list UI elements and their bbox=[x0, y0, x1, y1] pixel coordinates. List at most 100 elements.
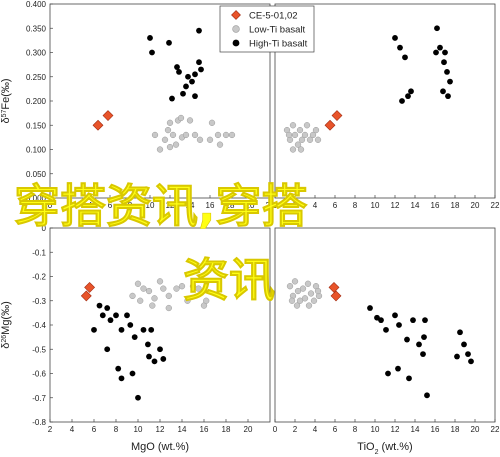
x-tick-label: 16 bbox=[200, 425, 209, 434]
data-point bbox=[305, 302, 313, 309]
y-tick-label: 0.300 bbox=[26, 49, 47, 58]
data-point bbox=[198, 66, 204, 73]
x-tick-label: 0 bbox=[273, 425, 278, 434]
x-tick-label: 20 bbox=[244, 425, 253, 434]
x-tick-label: 4 bbox=[70, 425, 75, 434]
data-point bbox=[434, 25, 440, 32]
data-point bbox=[301, 131, 309, 139]
data-point bbox=[406, 375, 412, 382]
data-point bbox=[166, 39, 172, 46]
legend-label-high-ti: High-Ti basalt bbox=[249, 39, 308, 50]
data-point bbox=[96, 302, 103, 309]
x-tick-label: 18 bbox=[222, 425, 231, 434]
data-point bbox=[165, 304, 172, 312]
x-tick-label: 0 bbox=[48, 201, 53, 210]
data-point bbox=[176, 69, 182, 75]
x-tick-label: 22 bbox=[266, 201, 275, 210]
y-tick-label: -0.8 bbox=[32, 418, 46, 427]
data-point bbox=[454, 353, 460, 360]
data-point bbox=[140, 285, 147, 292]
data-point bbox=[444, 69, 450, 75]
data-point bbox=[399, 98, 405, 104]
x-tick-label: 6 bbox=[92, 425, 97, 434]
data-point bbox=[402, 54, 408, 61]
data-point bbox=[151, 295, 158, 302]
x-tick-label: 2 bbox=[293, 425, 298, 434]
data-point bbox=[118, 375, 125, 382]
y-tick-label: 0.150 bbox=[26, 121, 47, 130]
data-point-diamond bbox=[330, 290, 342, 302]
x-tick-label: 20 bbox=[471, 425, 480, 434]
data-point bbox=[421, 334, 427, 341]
data-point bbox=[192, 93, 198, 100]
data-point bbox=[445, 93, 451, 100]
y-axis-label-1-part-2: Fe(‰) bbox=[0, 78, 12, 109]
data-point bbox=[151, 131, 159, 139]
data-point bbox=[160, 356, 167, 362]
x-tick-label: 12 bbox=[156, 425, 165, 434]
data-point bbox=[180, 90, 186, 97]
x-tick-label: 16 bbox=[431, 425, 440, 434]
x-tick-label: 4 bbox=[88, 201, 93, 210]
x-tick-label: 8 bbox=[128, 201, 133, 210]
watermark-overlay: 穿搭资讯,穿搭 资讯 bbox=[14, 179, 308, 308]
y-axis-label-1-part-0: δ bbox=[0, 117, 12, 123]
y-tick-label: -0.1 bbox=[32, 248, 46, 257]
x-tick-label: 20 bbox=[246, 201, 255, 210]
x-tick-label: 10 bbox=[134, 425, 143, 434]
data-point bbox=[195, 285, 202, 292]
data-point bbox=[173, 285, 180, 292]
data-point bbox=[145, 287, 153, 295]
data-point bbox=[203, 297, 210, 304]
data-point bbox=[294, 287, 302, 295]
data-point bbox=[306, 136, 314, 143]
data-point bbox=[160, 285, 167, 292]
x-tick-label: 8 bbox=[353, 201, 358, 210]
x-tick-label: 18 bbox=[451, 201, 460, 210]
data-point bbox=[196, 136, 204, 143]
data-point bbox=[206, 136, 214, 143]
data-point bbox=[186, 117, 194, 124]
data-point-diamond bbox=[102, 110, 114, 121]
y-tick-label: -0.3 bbox=[32, 297, 46, 306]
data-point bbox=[405, 93, 411, 100]
x-tick-label: 12 bbox=[391, 425, 400, 434]
panel-2-frame bbox=[274, 3, 496, 199]
data-point bbox=[396, 322, 402, 328]
legend: CE-5-01,02 Low-Ti basalt High-Ti basalt bbox=[219, 5, 315, 53]
data-point bbox=[149, 302, 156, 309]
y-tick-label: 0.100 bbox=[26, 146, 47, 155]
x-tick-label: 10 bbox=[146, 201, 155, 210]
data-point bbox=[178, 283, 186, 290]
y-tick-label: -0.7 bbox=[32, 394, 46, 403]
data-point bbox=[286, 283, 294, 290]
x-tick-label: 12 bbox=[391, 201, 400, 210]
data-point bbox=[145, 341, 151, 348]
data-point bbox=[416, 341, 422, 348]
data-point bbox=[291, 131, 299, 139]
data-point bbox=[208, 119, 216, 126]
data-point bbox=[148, 326, 155, 333]
data-point bbox=[408, 88, 414, 95]
x-tick-label: 2 bbox=[48, 425, 53, 434]
panel-4: 0 2 4 6 8 10 12 14 16 18 20 22 bbox=[273, 227, 500, 434]
data-point bbox=[129, 370, 136, 377]
legend-label-low-ti: Low-Ti basalt bbox=[249, 25, 306, 36]
x-tick-label: 14 bbox=[411, 201, 420, 210]
series-low-ti-basalt bbox=[129, 278, 210, 312]
data-point bbox=[294, 141, 302, 148]
x-tick-label: 8 bbox=[114, 425, 119, 434]
y-tick-label: 0.000 bbox=[26, 194, 47, 203]
data-point bbox=[309, 131, 317, 139]
panel-3: 2 4 6 8 10 12 14 16 18 20 0 -0.1 -0.2 -0.3 -0.4 -0.5 -0.… bbox=[32, 224, 271, 434]
series-high-ti-basalt bbox=[147, 27, 204, 102]
x-tick-label: 22 bbox=[491, 425, 500, 434]
x-tick-label: 2 bbox=[68, 201, 73, 210]
data-point bbox=[420, 351, 426, 357]
y-tick-label: 0.050 bbox=[26, 170, 47, 179]
data-point bbox=[367, 305, 373, 311]
series-low-ti-basalt bbox=[286, 278, 323, 309]
data-point bbox=[192, 71, 198, 78]
